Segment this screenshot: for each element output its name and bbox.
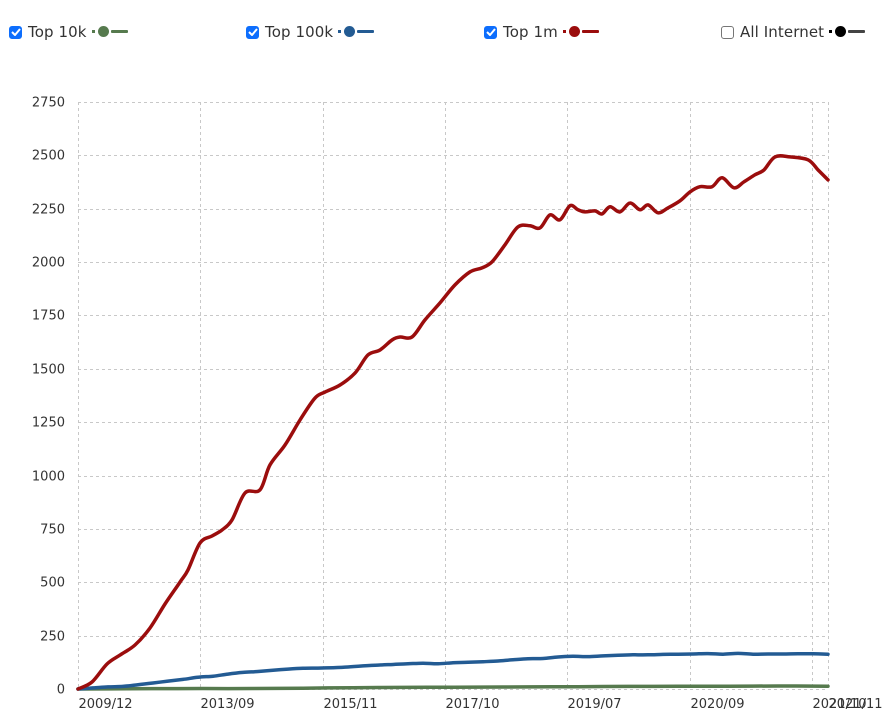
chart-legend: Top 10k Top 100k Top 1m All Internet — [0, 20, 896, 44]
series-line-top-100k — [76, 651, 830, 691]
legend-item-top-10k[interactable]: Top 10k — [9, 20, 130, 44]
y-tick-label: 1500 — [32, 363, 65, 378]
y-tick-label: 1000 — [32, 470, 65, 485]
series-line-marker-icon — [829, 26, 867, 38]
x-tick-label: 2009/12 — [79, 697, 133, 712]
x-axis-ticks: 2009/12 2013/09 2015/11 2017/10 2019/07 2020/… — [79, 697, 883, 712]
y-tick-label: 2500 — [32, 149, 65, 164]
legend-label: Top 100k — [265, 23, 334, 41]
legend-label: Top 10k — [28, 23, 87, 41]
top-10k-checkbox[interactable] — [9, 25, 22, 39]
x-tick-label: 2019/07 — [568, 697, 622, 712]
all-internet-checkbox[interactable] — [721, 25, 734, 39]
y-tick-label: 2750 — [32, 96, 65, 111]
y-tick-label: 1250 — [32, 416, 65, 431]
series-line-marker-icon — [91, 26, 130, 38]
chart-grid — [78, 102, 829, 690]
series-line-top-1m — [76, 154, 830, 691]
y-tick-label: 2250 — [32, 203, 65, 218]
checkmark-icon — [485, 28, 496, 36]
legend-label: Top 1m — [503, 23, 558, 41]
legend-label: All Internet — [740, 23, 825, 41]
y-tick-label: 0 — [57, 683, 65, 698]
x-tick-label: 2021/11 — [829, 697, 883, 712]
chart-series-lines — [76, 154, 830, 691]
y-axis-ticks: 0 250 500 750 1000 1250 1500 1750 2000 2250 2500 27… — [32, 96, 65, 698]
top-100k-checkbox[interactable] — [246, 25, 259, 39]
series-line-marker-icon — [338, 26, 376, 38]
x-tick-label: 2020/09 — [691, 697, 745, 712]
y-tick-label: 250 — [40, 630, 65, 645]
x-tick-label: 2017/10 — [446, 697, 500, 712]
top-1m-checkbox[interactable] — [484, 25, 497, 39]
legend-item-top-1m[interactable]: Top 1m — [484, 20, 601, 44]
x-tick-label: 2021/10 — [813, 697, 867, 712]
checkmark-icon — [10, 28, 21, 36]
y-tick-label: 500 — [40, 576, 65, 591]
y-tick-label: 2000 — [32, 256, 65, 271]
legend-item-top-100k[interactable]: Top 100k — [246, 20, 376, 44]
series-line-top-10k — [76, 684, 830, 691]
checkmark-icon — [247, 28, 258, 36]
x-tick-label: 2013/09 — [201, 697, 255, 712]
x-tick-label: 2015/11 — [324, 697, 378, 712]
y-tick-label: 1750 — [32, 309, 65, 324]
series-line-marker-icon — [562, 26, 601, 38]
legend-item-all-internet[interactable]: All Internet — [721, 20, 867, 44]
y-tick-label: 750 — [40, 523, 65, 538]
